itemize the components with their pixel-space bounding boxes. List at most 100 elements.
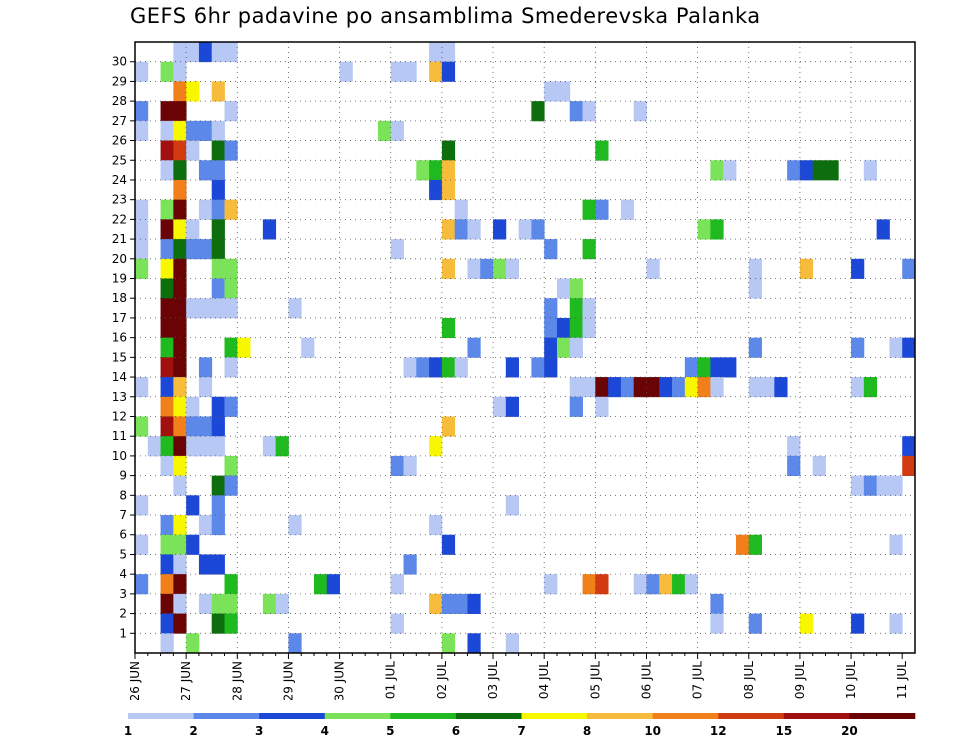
x-tick-label: 29 JUN xyxy=(281,661,295,700)
heatmap-cell xyxy=(135,495,149,516)
heatmap-cell xyxy=(301,337,315,358)
heatmap-cell xyxy=(390,613,404,634)
heatmap-cell xyxy=(556,81,571,102)
y-tick-label: 14 xyxy=(112,370,127,384)
heatmap-cell xyxy=(288,633,302,654)
plot-frame xyxy=(134,41,916,654)
x-tick-label: 07 JUL xyxy=(691,661,705,699)
y-tick-label: 10 xyxy=(112,449,127,463)
x-tick-label: 04 JUL xyxy=(537,661,551,699)
heatmap-cell xyxy=(480,258,494,279)
heatmap-cell xyxy=(454,199,468,220)
heatmap-cell xyxy=(403,61,417,82)
colorbar-swatch xyxy=(718,713,785,719)
colorbar-swatch xyxy=(652,713,719,719)
heatmap-cell xyxy=(505,357,520,378)
heatmap-cell xyxy=(160,160,174,181)
colorbar-label: 8 xyxy=(583,724,591,738)
heatmap-cell xyxy=(851,475,865,496)
heatmap-cell xyxy=(544,239,558,260)
heatmap-cell xyxy=(429,179,443,201)
heatmap-cell xyxy=(160,455,174,477)
heatmap-cell xyxy=(160,357,174,378)
colorbar-swatch xyxy=(521,713,588,719)
colorbar-label: 15 xyxy=(775,724,792,738)
heatmap-cell xyxy=(493,396,507,417)
heatmap-cell xyxy=(672,574,686,595)
y-tick-label: 1 xyxy=(119,626,127,640)
heatmap-cell xyxy=(774,377,788,398)
heatmap-cell xyxy=(160,278,174,299)
heatmap-cell xyxy=(902,436,916,457)
y-tick-label: 3 xyxy=(119,587,127,601)
heatmap-cell xyxy=(173,317,187,339)
heatmap-cell xyxy=(441,258,456,279)
heatmap-cell xyxy=(633,574,647,595)
heatmap-cell xyxy=(173,81,187,102)
heatmap-cell xyxy=(889,475,903,496)
heatmap-cell xyxy=(748,613,762,634)
heatmap-cell xyxy=(556,337,571,358)
heatmap-cell xyxy=(224,613,238,634)
heatmap-cell xyxy=(224,258,238,279)
heatmap-cell xyxy=(569,396,583,417)
heatmap-cell xyxy=(275,593,289,614)
heatmap-cell xyxy=(160,416,174,437)
heatmap-cell xyxy=(173,219,187,240)
y-tick-label: 16 xyxy=(112,331,127,345)
heatmap-cell xyxy=(582,574,596,595)
heatmap-cell xyxy=(186,495,200,516)
heatmap-cell xyxy=(160,219,174,240)
heatmap-cell xyxy=(429,61,443,82)
heatmap-cell xyxy=(135,101,149,122)
heatmap-cell xyxy=(135,120,149,141)
heatmap-cell xyxy=(518,219,532,240)
heatmap-cell xyxy=(710,593,724,614)
heatmap-cell xyxy=(851,377,865,398)
heatmap-cell xyxy=(697,219,711,240)
heatmap-cell xyxy=(582,199,596,220)
heatmap-chart: 1234567891011121314151617181920212223242… xyxy=(112,41,916,700)
heatmap-cell xyxy=(211,199,225,220)
heatmap-cell xyxy=(441,160,456,181)
colorbar-swatch xyxy=(193,713,260,719)
heatmap-cell xyxy=(135,377,149,398)
heatmap-cell xyxy=(224,199,238,220)
heatmap-cell xyxy=(198,416,213,437)
heatmap-cell xyxy=(135,416,149,437)
heatmap-cell xyxy=(710,160,724,181)
y-tick-label: 12 xyxy=(112,409,127,423)
y-tick-label: 21 xyxy=(112,232,127,246)
heatmap-cell xyxy=(262,436,277,457)
heatmap-cell xyxy=(173,377,187,398)
heatmap-cell xyxy=(173,239,187,260)
y-tick-label: 2 xyxy=(119,607,127,621)
heatmap-cell xyxy=(390,239,404,260)
heatmap-cell xyxy=(748,534,762,555)
heatmap-cell xyxy=(441,593,456,614)
heatmap-cell xyxy=(224,337,238,358)
heatmap-cell xyxy=(569,278,583,299)
heatmap-cell xyxy=(582,298,596,319)
heatmap-cell xyxy=(186,436,200,457)
heatmap-cell xyxy=(582,317,596,339)
heatmap-cell xyxy=(160,61,174,82)
heatmap-cell xyxy=(467,258,481,279)
heatmap-cell xyxy=(710,357,724,378)
heatmap-cell xyxy=(735,534,750,555)
heatmap-cell xyxy=(211,179,225,201)
heatmap-cell xyxy=(173,534,187,555)
heatmap-cell xyxy=(211,278,225,299)
heatmap-cell xyxy=(135,534,149,555)
heatmap-cell xyxy=(198,515,213,536)
heatmap-cell xyxy=(135,574,149,595)
heatmap-cell xyxy=(467,593,481,614)
heatmap-cell xyxy=(198,298,213,319)
heatmap-cell xyxy=(186,396,200,417)
heatmap-cell xyxy=(211,613,225,634)
x-tick-label: 06 JUL xyxy=(639,661,653,699)
colorbar-label: 10 xyxy=(644,724,661,738)
heatmap-cell xyxy=(441,179,456,201)
grid-layer xyxy=(135,42,915,653)
colorbar-label: 2 xyxy=(189,724,197,738)
